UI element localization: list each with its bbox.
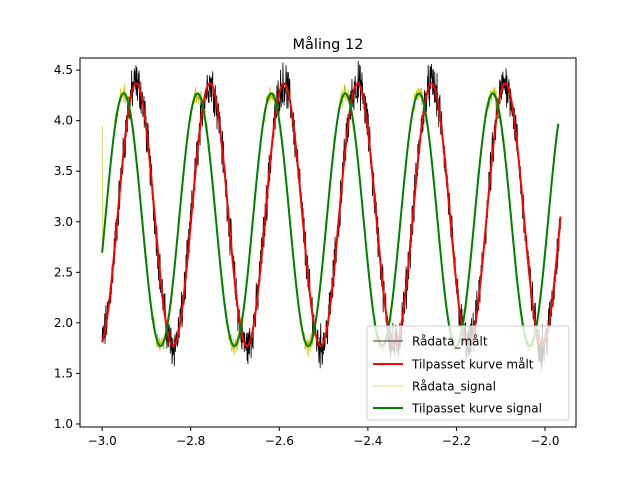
x-tick-label: −2.0 bbox=[530, 434, 559, 448]
series-line-3 bbox=[101, 92, 560, 348]
series-line-1 bbox=[101, 82, 562, 348]
x-tick-label: −2.6 bbox=[265, 434, 294, 448]
legend-label: Tilpasset kurve målt bbox=[411, 358, 534, 372]
x-tick-label: −2.2 bbox=[442, 434, 471, 448]
y-tick-label: 2.0 bbox=[54, 316, 73, 330]
x-tick-label: −2.8 bbox=[176, 434, 205, 448]
series-layer bbox=[101, 60, 562, 370]
y-tick-label: 3.5 bbox=[54, 164, 73, 178]
x-axis-ticks: −3.0 −2.8 −2.6 −2.4 −2.2 −2.0 bbox=[88, 427, 560, 448]
y-tick-label: 3.0 bbox=[54, 215, 73, 229]
legend-label: Rådata_målt bbox=[412, 335, 488, 349]
legend-box bbox=[366, 325, 570, 421]
y-tick-label: 1.5 bbox=[54, 366, 73, 380]
chart-title: Måling 12 bbox=[293, 36, 364, 53]
y-tick-label: 2.5 bbox=[54, 265, 73, 279]
legend-label: Tilpasset kurve signal bbox=[411, 402, 542, 416]
plot-frame bbox=[79, 57, 577, 428]
y-tick-label: 4.5 bbox=[54, 63, 73, 77]
x-tick-label: −3.0 bbox=[88, 434, 117, 448]
y-tick-label: 1.0 bbox=[54, 417, 73, 431]
y-axis-ticks: 1.0 1.5 2.0 2.5 3.0 3.5 4.0 4.5 bbox=[54, 63, 80, 431]
legend: Rådata_målt Tilpasset kurve målt Rådata_si… bbox=[366, 325, 570, 421]
y-tick-label: 4.0 bbox=[54, 114, 73, 128]
x-tick-label: −2.4 bbox=[353, 434, 382, 448]
legend-label: Rådata_signal bbox=[412, 380, 496, 394]
